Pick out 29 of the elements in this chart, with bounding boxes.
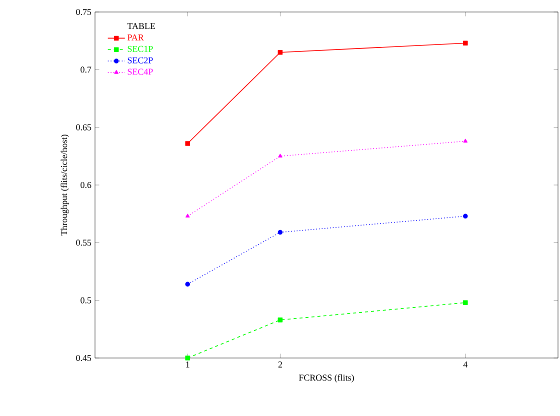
point [185,214,190,218]
point [185,356,190,360]
y-axis-title: Throughput (flits/cicle/host) [60,134,69,236]
point [463,40,468,46]
legend-label: SEC4P [128,68,153,75]
y-tick-label: 0.65 [76,124,92,130]
y-tick-label: 0.75 [76,8,92,16]
y-tick-label: 0.45 [76,354,92,362]
point [463,138,468,143]
legend-label: SEC1P [128,46,153,52]
legend-title: TABLE [127,23,155,30]
point [463,300,468,306]
point [185,141,190,146]
legend-label: SEC2P [128,57,153,64]
x-tick-label: 4 [463,362,468,368]
y-tick-label: 0.6 [80,182,92,188]
legend-label: PAR [128,34,144,40]
y-tick-label: 0.7 [80,66,92,73]
point [463,214,468,219]
point [278,230,283,235]
x-tick-label: 1 [186,362,190,368]
y-tick-label: 0.55 [76,240,92,246]
point [278,50,283,55]
point [278,154,282,158]
x-axis-title: FCROSS (flits) [298,374,354,383]
point [185,282,190,287]
y-tick-label: 0.5 [80,297,92,304]
point [278,318,283,322]
x-tick-label: 2 [278,362,282,368]
